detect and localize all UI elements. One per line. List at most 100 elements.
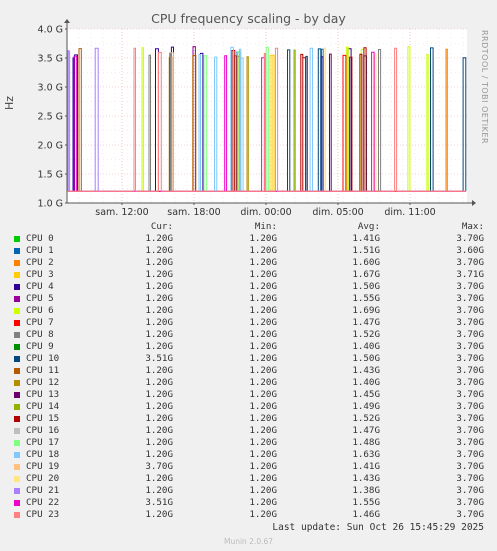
y-tick-label: 3.0 G <box>38 83 64 94</box>
legend-name: CPU 8 <box>26 329 54 340</box>
legend-max: 3.70G <box>456 281 484 292</box>
legend-min: 1.20G <box>249 293 277 304</box>
legend-max: 3.70G <box>456 485 484 496</box>
legend-name: CPU 22 <box>26 497 60 508</box>
legend-cur: 1.20G <box>145 449 173 460</box>
legend-cur: 1.20G <box>145 413 173 424</box>
legend-cur: 1.20G <box>145 341 173 352</box>
legend-min: 1.20G <box>249 257 277 268</box>
legend-avg: 1.46G <box>352 509 380 520</box>
legend-avg: 1.45G <box>352 389 380 400</box>
legend-row: CPU 2 1.20G 1.20G 1.60G 3.70G <box>0 257 497 269</box>
legend-cur: 1.20G <box>145 509 173 520</box>
legend-avg: 1.43G <box>352 365 380 376</box>
legend-avg: 1.47G <box>352 425 380 436</box>
legend-row: CPU 15 1.20G 1.20G 1.52G 3.70G <box>0 413 497 425</box>
legend-swatch <box>14 332 20 338</box>
legend-name: CPU 5 <box>26 293 54 304</box>
legend-row: CPU 20 1.20G 1.20G 1.43G 3.70G <box>0 473 497 485</box>
x-tick-label: dim. 11:00 <box>384 207 435 218</box>
legend-name: CPU 0 <box>26 233 54 244</box>
legend-row: CPU 22 3.51G 1.20G 1.55G 3.70G <box>0 497 497 509</box>
legend-max: 3.70G <box>456 425 484 436</box>
legend-max: 3.70G <box>456 497 484 508</box>
legend-max: 3.70G <box>456 353 484 364</box>
legend-swatch <box>14 392 20 398</box>
legend-row: CPU 23 1.20G 1.20G 1.46G 3.70G <box>0 509 497 521</box>
legend-cur: 1.20G <box>145 329 173 340</box>
legend-min: 1.20G <box>249 317 277 328</box>
legend-swatch <box>14 308 20 314</box>
legend-avg: 1.51G <box>352 245 380 256</box>
x-axis-arrow <box>472 200 476 206</box>
legend-avg: 1.40G <box>352 377 380 388</box>
legend-name: CPU 10 <box>26 353 60 364</box>
legend-max: 3.70G <box>456 317 484 328</box>
legend-cur: 3.51G <box>145 497 173 508</box>
legend-cur: 1.20G <box>145 305 173 316</box>
legend-row: CPU 7 1.20G 1.20G 1.47G 3.70G <box>0 317 497 329</box>
legend-swatch <box>14 452 20 458</box>
legend-name: CPU 17 <box>26 437 60 448</box>
legend-row: CPU 12 1.20G 1.20G 1.40G 3.70G <box>0 377 497 389</box>
legend-name: CPU 15 <box>26 413 60 424</box>
legend-max: 3.70G <box>456 305 484 316</box>
legend-swatch <box>14 296 20 302</box>
legend-max: 3.70G <box>456 461 484 472</box>
last-update: Last update: Sun Oct 26 15:45:29 2025 <box>272 522 484 533</box>
legend-cur: 1.20G <box>145 437 173 448</box>
legend-name: CPU 21 <box>26 485 60 496</box>
legend-cur: 1.20G <box>145 365 173 376</box>
legend-max: 3.70G <box>456 437 484 448</box>
legend-cur: 1.20G <box>145 257 173 268</box>
legend-swatch <box>14 344 20 350</box>
legend-max: 3.70G <box>456 377 484 388</box>
legend-max: 3.70G <box>456 233 484 244</box>
legend-row: CPU 4 1.20G 1.20G 1.50G 3.70G <box>0 281 497 293</box>
legend-name: CPU 3 <box>26 269 54 280</box>
legend-max: 3.70G <box>456 329 484 340</box>
legend-min: 1.20G <box>249 497 277 508</box>
legend-name: CPU 18 <box>26 449 60 460</box>
legend-swatch <box>14 416 20 422</box>
y-tick-label: 4.0 G <box>38 25 64 36</box>
legend-cur: 1.20G <box>145 293 173 304</box>
legend-cur: 1.20G <box>145 317 173 328</box>
legend-name: CPU 9 <box>26 341 54 352</box>
legend-max: 3.70G <box>456 509 484 520</box>
legend-cur: 1.20G <box>145 281 173 292</box>
legend-avg: 1.43G <box>352 473 380 484</box>
legend-name: CPU 4 <box>26 281 54 292</box>
axis-layer: 1.0 G 1.5 G 2.0 G 2.5 G 3.0 G 3.5 G 4.0 G sam. … <box>38 19 476 218</box>
legend-min: 1.20G <box>249 341 277 352</box>
legend-header-min: Min: <box>254 221 277 232</box>
legend-avg: 1.63G <box>352 449 380 460</box>
legend-row: CPU 14 1.20G 1.20G 1.49G 3.70G <box>0 401 497 413</box>
legend-name: CPU 23 <box>26 509 60 520</box>
legend-row: CPU 16 1.20G 1.20G 1.47G 3.70G <box>0 425 497 437</box>
series-layer <box>67 46 467 192</box>
legend-min: 1.20G <box>249 509 277 520</box>
legend-row: CPU 19 3.70G 1.20G 1.41G 3.70G <box>0 461 497 473</box>
munin-version: Munin 2.0.67 <box>223 537 274 546</box>
legend-avg: 1.38G <box>352 485 380 496</box>
legend-max: 3.70G <box>456 257 484 268</box>
legend-avg: 1.67G <box>352 269 380 280</box>
legend-swatch <box>14 284 20 290</box>
legend-row: CPU 11 1.20G 1.20G 1.43G 3.70G <box>0 365 497 377</box>
legend-cur: 1.20G <box>145 377 173 388</box>
y-tick-label: 3.5 G <box>38 54 64 65</box>
legend-swatch <box>14 248 20 254</box>
legend-row: CPU 13 1.20G 1.20G 1.45G 3.70G <box>0 389 497 401</box>
legend-max: 3.60G <box>456 245 484 256</box>
legend-min: 1.20G <box>249 353 277 364</box>
legend-min: 1.20G <box>249 305 277 316</box>
legend-cur: 1.20G <box>145 269 173 280</box>
legend-swatch <box>14 368 20 374</box>
legend-swatch <box>14 500 20 506</box>
legend-avg: 1.40G <box>352 341 380 352</box>
legend-swatch <box>14 236 20 242</box>
legend-swatch <box>14 320 20 326</box>
y-tick-label: 1.5 G <box>38 170 64 181</box>
legend-min: 1.20G <box>249 377 277 388</box>
